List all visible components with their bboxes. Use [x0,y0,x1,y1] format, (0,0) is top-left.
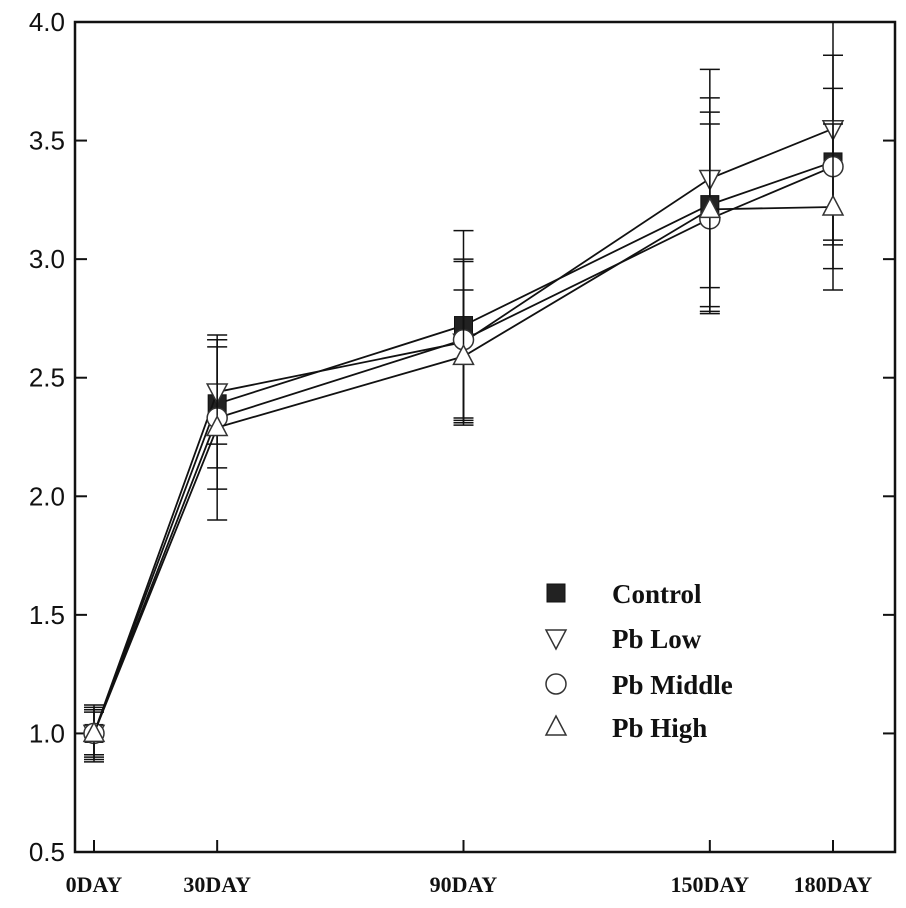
y-tick-label: 2.5 [29,363,65,393]
data-point-pb-high [821,194,845,216]
x-tick-label: 180DAY [794,872,873,897]
y-tick-label: 1.0 [29,718,65,748]
legend-marker-control [546,583,566,603]
legend: Control Pb Low Pb Middle Pb High [544,579,733,743]
series-layer [82,22,845,763]
legend-marker-pb-low [544,629,568,651]
legend-label-pb-low: Pb Low [612,624,702,654]
legend-symbol-pb-high [544,714,568,736]
data-point-pb-high [82,720,106,743]
series-line-pb-low [93,127,834,734]
chart-axes [73,20,897,854]
y-tick-label: 0.5 [29,837,65,867]
legend-symbol-pb-middle [545,673,567,695]
y-tick-label: 4.0 [29,7,65,37]
legend-label-pb-high: Pb High [612,713,707,743]
plot-frame [73,20,897,854]
data-point-pb-high [698,196,722,219]
y-tick-labels: 0.5 1.0 1.5 2.0 2.5 3.0 3.5 4.0 [29,7,65,867]
data-point-pb-high [205,414,229,437]
legend-symbol-control [546,583,566,603]
x-tick-label: 0DAY [66,872,123,897]
legend-symbol-pb-low [544,629,568,651]
legend-marker-pb-middle [545,673,567,695]
legend-marker-pb-high [544,714,568,736]
series-pb-high [82,111,845,763]
y-tick-label: 1.5 [29,600,65,630]
legend-label-pb-middle: Pb Middle [612,670,733,700]
data-point-pb-high [452,343,475,366]
y-tick-label: 3.0 [29,244,65,274]
x-tick-labels: 0DAY 30DAY 90DAY 150DAY 180DAY [66,872,873,897]
legend-label-control: Control [612,579,702,609]
y-tick-label: 2.0 [29,481,65,511]
x-tick-label: 90DAY [430,872,498,897]
y-tick-label: 3.5 [29,126,65,156]
x-tick-label: 150DAY [671,872,750,897]
x-tick-label: 30DAY [183,872,251,897]
